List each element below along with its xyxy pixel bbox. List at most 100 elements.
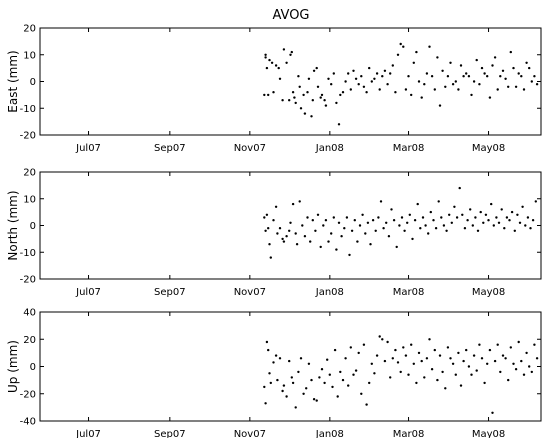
data-point	[385, 221, 388, 224]
data-point	[404, 88, 408, 91]
data-point	[274, 205, 278, 208]
data-point	[446, 75, 450, 78]
data-point	[298, 200, 301, 203]
data-point	[319, 96, 322, 99]
data-point	[462, 75, 465, 78]
panel-north: -20 -10 0 10 20 Jul07 Sep07 Nov07 Jan08 Mar08 May0…	[6, 168, 542, 298]
data-point	[347, 72, 350, 75]
data-point	[516, 213, 519, 216]
data-point	[268, 243, 271, 246]
data-point	[438, 104, 442, 107]
x-tick-label: Mar08	[393, 287, 425, 298]
data-point	[389, 376, 392, 379]
x-tick-label: Jan08	[315, 429, 344, 438]
y-tick-label: -20	[20, 275, 36, 286]
data-point	[357, 351, 360, 355]
data-point	[344, 357, 347, 360]
data-point	[278, 227, 282, 230]
y-tick-label: 10	[23, 50, 36, 61]
plot-frame	[39, 27, 542, 136]
data-point	[496, 88, 499, 91]
data-point	[307, 362, 311, 365]
data-point	[517, 72, 520, 75]
data-point	[501, 354, 505, 357]
data-point	[333, 348, 337, 352]
data-point	[453, 205, 456, 208]
data-point	[378, 88, 381, 91]
data-point	[531, 219, 535, 222]
data-point	[272, 91, 275, 94]
data-point	[267, 93, 270, 97]
data-point	[436, 56, 439, 59]
y-tick-label: 20	[23, 335, 36, 346]
data-point	[474, 216, 477, 219]
data-point	[349, 88, 352, 91]
data-point	[521, 205, 524, 208]
data-point	[336, 395, 339, 398]
data-point	[288, 99, 291, 102]
data-point	[311, 99, 314, 102]
data-point	[499, 75, 502, 78]
data-point	[265, 340, 269, 344]
data-point	[360, 392, 363, 395]
data-point	[500, 208, 503, 211]
y-tick-label: -10	[20, 248, 36, 259]
data-point	[324, 104, 328, 107]
data-point	[386, 340, 389, 344]
data-point	[268, 58, 271, 62]
data-point	[289, 53, 292, 56]
data-point	[514, 85, 518, 89]
data-point	[282, 48, 286, 51]
data-point	[425, 357, 429, 360]
data-point	[267, 348, 270, 352]
data-point	[265, 66, 269, 70]
data-point	[450, 221, 453, 224]
data-point	[396, 53, 400, 56]
data-point	[269, 381, 272, 385]
data-point	[349, 346, 352, 349]
data-point	[267, 227, 270, 230]
data-point	[274, 354, 278, 357]
data-point	[524, 224, 527, 227]
data-point	[386, 83, 389, 86]
data-point	[454, 373, 457, 376]
data-point	[461, 213, 464, 216]
data-points	[263, 42, 539, 126]
data-point	[412, 362, 415, 365]
data-point	[509, 346, 512, 349]
data-point	[294, 101, 297, 105]
chart-title: AVOG	[272, 8, 309, 23]
data-point	[459, 64, 463, 67]
data-point	[272, 361, 275, 364]
data-point	[438, 354, 442, 357]
data-point	[437, 200, 440, 203]
data-point	[417, 351, 421, 355]
data-point	[377, 216, 380, 219]
data-point	[425, 72, 429, 75]
data-point	[415, 381, 418, 385]
data-point	[446, 346, 450, 349]
data-point	[337, 221, 341, 224]
data-point	[330, 83, 333, 86]
data-point	[328, 373, 331, 376]
data-point	[479, 210, 482, 214]
data-point	[373, 372, 376, 375]
data-point	[459, 384, 463, 387]
data-point	[420, 359, 423, 363]
data-point	[451, 362, 455, 365]
data-point	[442, 224, 446, 227]
data-point	[454, 80, 457, 83]
data-point	[486, 75, 489, 78]
data-point	[465, 72, 468, 75]
data-point	[432, 219, 435, 222]
data-point	[535, 357, 539, 360]
data-point	[370, 362, 373, 365]
y-tick-label: 20	[23, 24, 36, 35]
data-point	[294, 232, 297, 235]
data-point	[272, 219, 275, 222]
data-point	[526, 216, 530, 219]
data-point	[276, 232, 279, 235]
data-point	[320, 93, 324, 97]
x-tick-label: Jul07	[75, 429, 101, 438]
